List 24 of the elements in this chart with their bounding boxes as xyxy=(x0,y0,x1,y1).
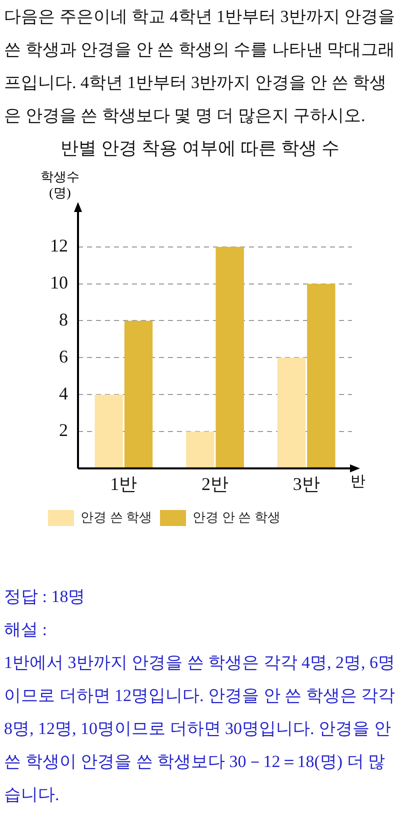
y-tick-label: 12 xyxy=(50,236,68,256)
bar xyxy=(124,320,153,468)
text: 해설 : xyxy=(3,619,48,641)
y-tick-label: 4 xyxy=(59,383,68,404)
bar xyxy=(186,431,214,468)
x-tick-label: 1반 xyxy=(110,474,138,494)
bar xyxy=(94,394,123,468)
legend-label: 안경 쓴 학생 xyxy=(80,509,152,524)
y-tick-label: 6 xyxy=(59,346,68,366)
text: 1반에서 3반까지 안경을 쓴 학생은 각각 4명, 2명, 6명이므로 더하면 12명입니다. 안경을 안 쓴 학생은 각각 8명, 12명, 10명이므로 더하면 30명입니다. 안경을 안 쓴 학생이 안경을 쓴 학생보다 30－12＝18(명) 더 많습니다. xyxy=(3,652,396,806)
bar xyxy=(216,246,244,468)
y-tick-label: 10 xyxy=(50,272,68,293)
chart-title: 반별 안경 착용 여부에 따른 학생 수 xyxy=(60,137,340,160)
y-tick-label: 8 xyxy=(59,309,68,330)
y-tick-label: 2 xyxy=(59,420,68,440)
legend-label: 안경 안 쓴 학생 xyxy=(192,509,280,524)
text: 정답 : 18명 xyxy=(3,586,86,608)
y-axis-title: 학생수 (명) xyxy=(40,168,80,200)
bar xyxy=(307,284,336,468)
x-axis-title: 반 xyxy=(350,474,366,490)
text: 다음은 주은이네 학교 4학년 1반부터 3반까지 안경을 쓴 학생과 안경을 안 쓴 학생의 수를 나타낸 막대그래프입니다. 4학년 1반부터 3반까지 안경을 안 쓴 학생은 안경을 쓴 학생보다 몇 명 더 많은지 구하시오. xyxy=(3,6,396,127)
x-tick-label: 2반 xyxy=(202,474,228,494)
x-tick-label: 3반 xyxy=(292,474,320,494)
bar xyxy=(277,358,306,468)
